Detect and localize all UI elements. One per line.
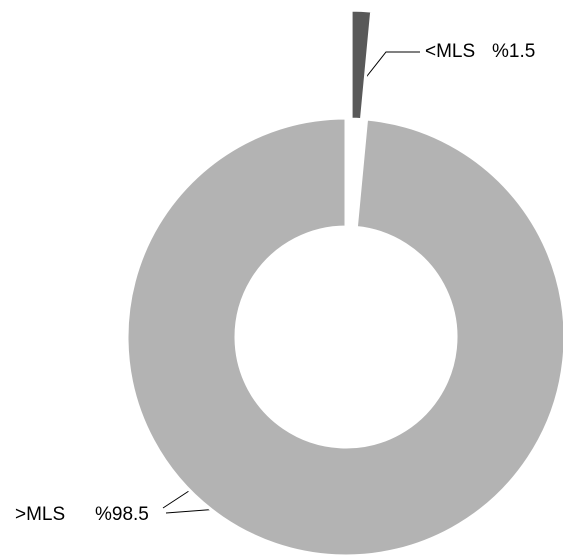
slice-category-label: >MLS	[15, 504, 65, 525]
donut-slice	[349, 8, 374, 122]
slice-value-label: %1.5	[492, 41, 535, 62]
slice-category-label: <MLS	[425, 41, 475, 62]
donut-slice	[125, 116, 563, 558]
slice-value-label: %98.5	[95, 504, 149, 525]
